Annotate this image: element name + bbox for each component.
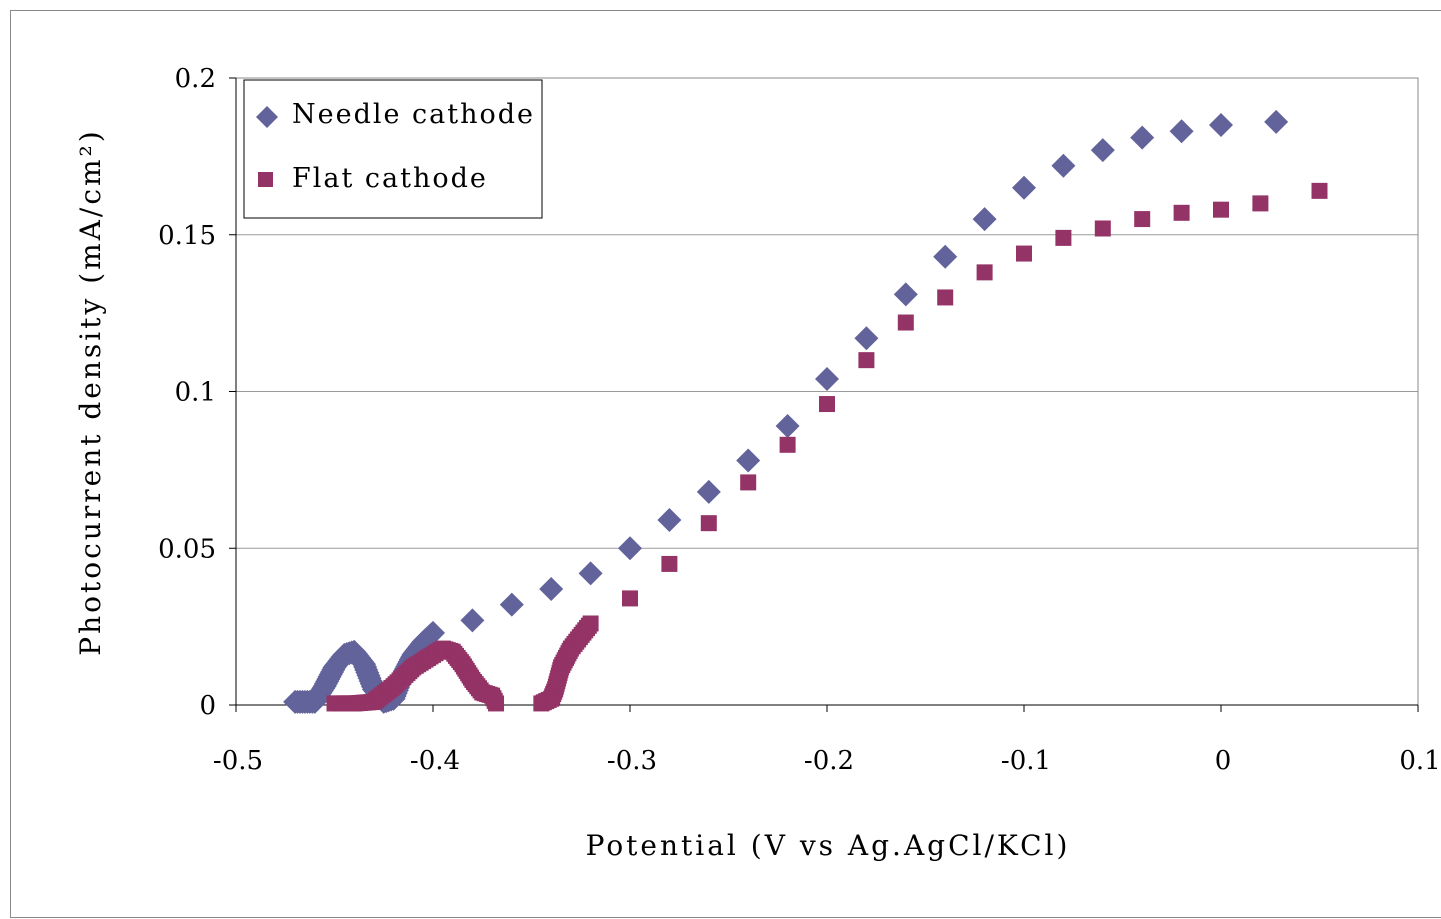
data-point bbox=[937, 289, 954, 306]
data-point bbox=[1213, 201, 1229, 218]
series-layer bbox=[283, 109, 1328, 714]
data-point bbox=[1209, 113, 1233, 138]
legend-box bbox=[243, 79, 543, 219]
data-point bbox=[1090, 138, 1115, 163]
data-point bbox=[657, 508, 682, 533]
data-point bbox=[1169, 119, 1194, 144]
data-point bbox=[696, 479, 721, 504]
y-tick-label: 0.2 bbox=[175, 64, 216, 94]
data-point bbox=[933, 244, 958, 269]
data-point bbox=[779, 436, 796, 453]
data-point bbox=[700, 515, 717, 532]
data-point bbox=[460, 608, 485, 633]
data-point bbox=[819, 396, 835, 413]
data-point bbox=[499, 592, 524, 617]
data-point bbox=[736, 448, 761, 473]
x-tick-label: 0 bbox=[1215, 746, 1232, 776]
data-point bbox=[815, 366, 839, 391]
y-tick-label: 0.15 bbox=[158, 221, 216, 251]
legend-label-needle: Needle cathode bbox=[292, 99, 535, 130]
y-tick-label: 0 bbox=[199, 691, 216, 721]
data-point bbox=[1055, 229, 1072, 246]
data-point bbox=[1016, 245, 1032, 262]
data-point bbox=[976, 264, 993, 281]
series-flat-cathode bbox=[326, 182, 1328, 712]
data-point bbox=[421, 620, 445, 645]
data-point bbox=[972, 207, 997, 232]
x-tick-group: -0.5 -0.4 -0.3 -0.2 -0.1 0 0.1 bbox=[213, 705, 1441, 776]
data-point bbox=[1094, 220, 1111, 237]
x-tick-label: -0.3 bbox=[607, 746, 657, 776]
y-tick-label: 0.1 bbox=[175, 378, 216, 408]
y-axis-title: Photocurrent density (mA/cm²) bbox=[74, 128, 107, 655]
data-point bbox=[582, 615, 599, 632]
data-point bbox=[893, 282, 918, 307]
x-axis-title: Potential (V vs Ag.AgCl/KCl) bbox=[586, 829, 1071, 862]
data-point bbox=[622, 590, 638, 607]
legend-label-flat: Flat cathode bbox=[292, 163, 488, 194]
data-point bbox=[740, 474, 757, 491]
data-point bbox=[1130, 125, 1155, 150]
data-point bbox=[1173, 204, 1190, 221]
data-point bbox=[1051, 153, 1076, 178]
legend-marker-flat bbox=[258, 172, 273, 187]
x-tick-label: 0.1 bbox=[1399, 746, 1440, 776]
data-point bbox=[661, 555, 678, 572]
data-point bbox=[539, 577, 564, 602]
data-point bbox=[775, 413, 800, 438]
x-tick-label: -0.1 bbox=[1001, 746, 1051, 776]
data-point bbox=[1012, 175, 1036, 200]
y-tick-label: 0.05 bbox=[158, 534, 216, 564]
data-point bbox=[854, 326, 879, 351]
y-tick-group: 0 0.05 0.1 0.15 0.2 bbox=[158, 64, 236, 721]
data-point bbox=[1264, 109, 1289, 134]
data-point bbox=[488, 695, 505, 712]
data-point bbox=[618, 536, 642, 561]
data-point bbox=[858, 352, 875, 369]
data-point bbox=[1252, 195, 1269, 212]
data-point bbox=[897, 314, 914, 331]
legend-marker-needle bbox=[256, 106, 278, 128]
x-tick-label: -0.2 bbox=[804, 746, 854, 776]
data-point bbox=[1134, 211, 1151, 228]
data-point bbox=[1311, 182, 1328, 199]
data-point bbox=[578, 561, 603, 586]
x-tick-label: -0.4 bbox=[410, 746, 460, 776]
legend: Needle cathode Flat cathode bbox=[243, 79, 543, 219]
x-tick-label: -0.5 bbox=[213, 746, 263, 776]
